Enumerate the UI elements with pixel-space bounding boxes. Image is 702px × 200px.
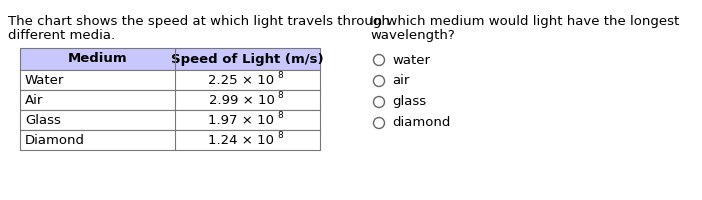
- Text: 1.97 × 10: 1.97 × 10: [208, 114, 274, 127]
- Text: diamond: diamond: [392, 116, 451, 130]
- Text: Glass: Glass: [25, 114, 61, 127]
- Bar: [20, 110, 320, 130]
- Text: The chart shows the speed at which light travels through: The chart shows the speed at which light…: [8, 15, 390, 28]
- Bar: [20, 48, 320, 70]
- Text: Speed of Light (m/s): Speed of Light (m/s): [171, 52, 324, 66]
- Bar: [20, 90, 320, 110]
- Bar: [20, 70, 320, 90]
- Text: 1.24 × 10: 1.24 × 10: [208, 134, 274, 146]
- Text: Air: Air: [25, 94, 44, 106]
- Text: 8: 8: [277, 112, 283, 120]
- Text: Medium: Medium: [67, 52, 127, 66]
- Text: 2.25 × 10: 2.25 × 10: [208, 73, 274, 86]
- Text: different media.: different media.: [8, 29, 115, 42]
- Text: 8: 8: [277, 92, 283, 100]
- Text: wavelength?: wavelength?: [370, 29, 455, 42]
- Text: Diamond: Diamond: [25, 134, 85, 146]
- Text: In which medium would light have the longest: In which medium would light have the lon…: [370, 15, 680, 28]
- Text: water: water: [392, 53, 430, 66]
- Bar: [20, 130, 320, 150]
- Text: glass: glass: [392, 96, 426, 108]
- Text: Water: Water: [25, 73, 65, 86]
- Text: 8: 8: [277, 72, 283, 80]
- Text: 2.99 × 10: 2.99 × 10: [208, 94, 274, 106]
- Text: 8: 8: [277, 132, 283, 140]
- Text: air: air: [392, 74, 409, 88]
